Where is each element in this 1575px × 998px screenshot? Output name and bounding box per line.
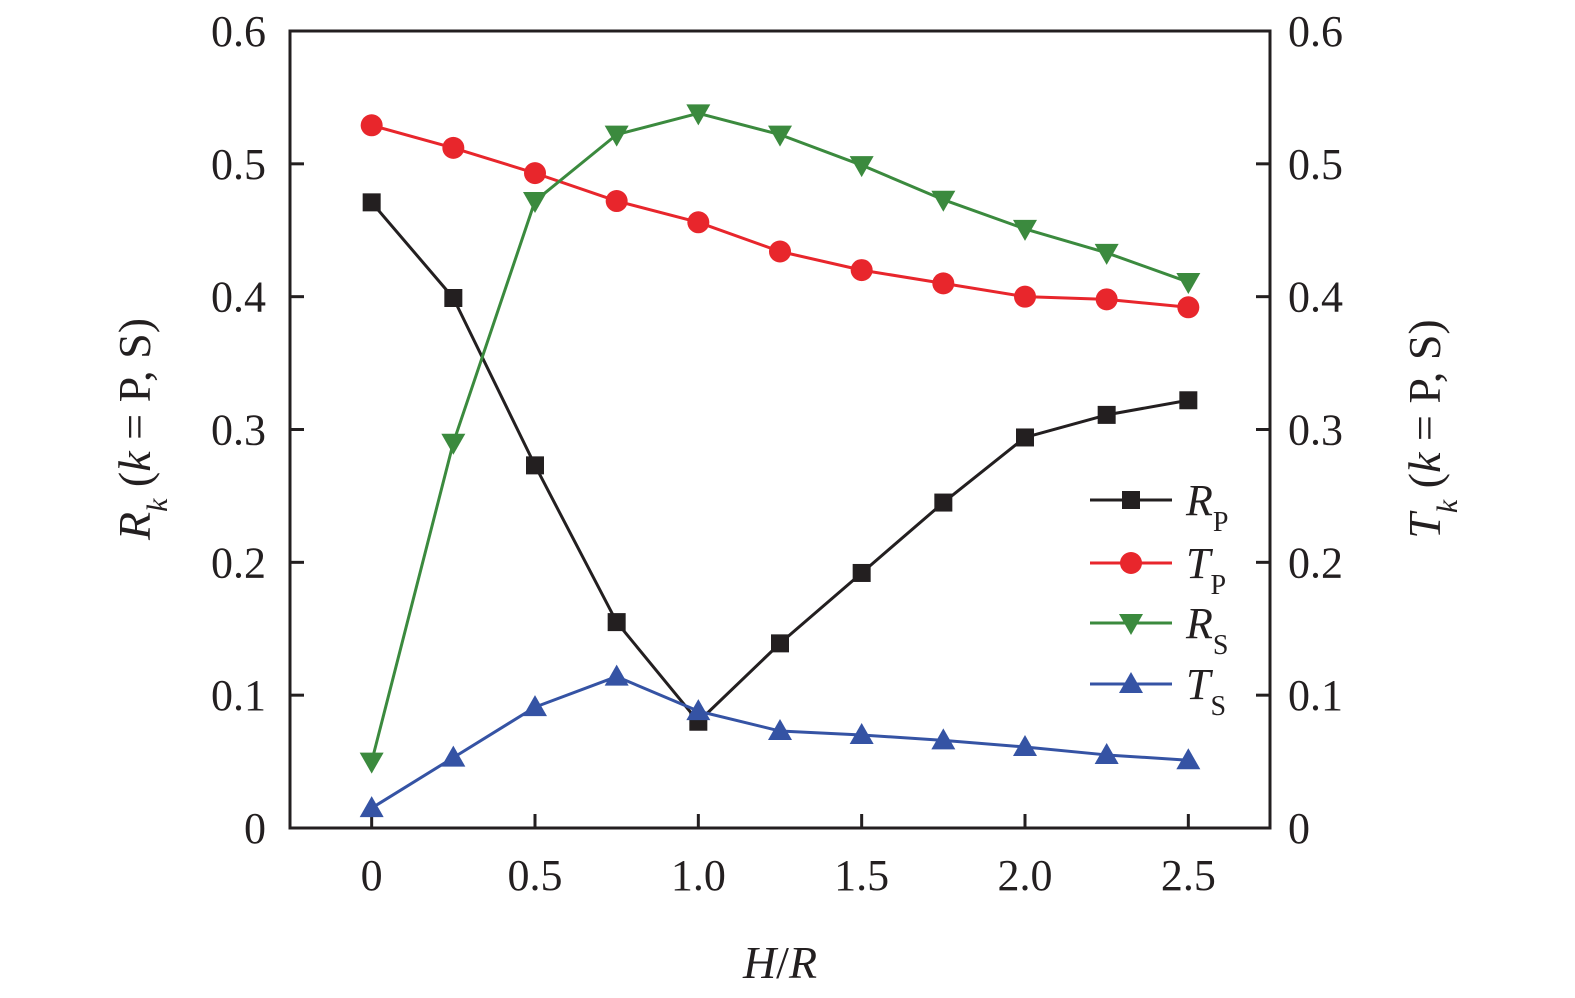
data-point-tp bbox=[442, 136, 465, 159]
y-tick-label: 0.1 bbox=[211, 671, 266, 720]
data-point-tp bbox=[769, 240, 791, 263]
data-point-rs bbox=[849, 156, 874, 178]
series-line-rs bbox=[370, 111, 1189, 762]
data-point-ts bbox=[523, 695, 547, 717]
series bbox=[359, 104, 1201, 818]
legend-marker bbox=[1119, 672, 1143, 693]
series-line-ts bbox=[370, 675, 1189, 810]
data-point-rp bbox=[852, 563, 871, 582]
data-point-ts bbox=[1013, 734, 1037, 756]
y2-tick-label: 0.1 bbox=[1288, 671, 1343, 720]
data-point-tp bbox=[605, 190, 628, 213]
y-tick-label: 0.2 bbox=[211, 538, 266, 587]
data-point-tp bbox=[932, 272, 955, 295]
y2-tick-label: 0.3 bbox=[1288, 406, 1343, 455]
data-point-rs bbox=[441, 433, 466, 455]
x-tick-label: 1.5 bbox=[834, 851, 889, 900]
data-point-rs bbox=[931, 190, 956, 212]
legend-label: RP bbox=[1185, 476, 1228, 538]
data-point-rp bbox=[1097, 405, 1116, 424]
series-rp bbox=[362, 193, 1198, 731]
legend-label: TS bbox=[1186, 660, 1226, 722]
data-point-tp bbox=[687, 211, 710, 234]
y-tick-label: 0.4 bbox=[211, 273, 266, 322]
data-point-rs bbox=[1013, 219, 1037, 241]
data-point-rs bbox=[768, 125, 792, 147]
series-rs bbox=[359, 104, 1201, 774]
x-tick-label: 2.0 bbox=[998, 851, 1053, 900]
series-tp bbox=[360, 114, 1200, 319]
y2-tick-label: 0 bbox=[1288, 804, 1310, 853]
y-tick-label: 0.3 bbox=[211, 406, 266, 455]
legend-marker bbox=[1120, 552, 1142, 574]
x-tick-label: 0 bbox=[361, 851, 383, 900]
legend-label: TP bbox=[1186, 539, 1226, 601]
y-tick-label: 0.6 bbox=[211, 7, 266, 56]
data-point-tp bbox=[1014, 285, 1036, 308]
y2-tick-label: 0.5 bbox=[1288, 140, 1343, 189]
data-point-rp bbox=[607, 613, 626, 632]
y2-tick-label: 0.6 bbox=[1288, 7, 1343, 56]
legend-item-rp: RP bbox=[1090, 476, 1228, 538]
legend-item-tp: TP bbox=[1090, 539, 1226, 601]
data-point-ts bbox=[1094, 742, 1119, 764]
legend-item-ts: TS bbox=[1090, 660, 1226, 722]
data-point-rs bbox=[359, 752, 384, 774]
data-point-rp bbox=[1016, 428, 1034, 447]
data-point-ts bbox=[604, 664, 629, 686]
data-point-tp bbox=[1095, 288, 1118, 311]
data-point-tp bbox=[850, 259, 873, 282]
data-point-rs bbox=[523, 192, 547, 214]
y2-axis-title: Tk (k = P, S) bbox=[1399, 319, 1464, 539]
data-point-rp bbox=[934, 493, 953, 512]
data-point-rp bbox=[771, 634, 789, 653]
data-point-tp bbox=[524, 162, 546, 185]
data-point-rs bbox=[1094, 243, 1119, 265]
y-tick-label: 0 bbox=[244, 804, 266, 853]
data-point-rp bbox=[1179, 391, 1198, 410]
legend-label: RS bbox=[1185, 599, 1228, 661]
legend-marker bbox=[1119, 614, 1143, 635]
data-point-ts bbox=[441, 745, 466, 767]
y2-tick-label: 0.4 bbox=[1288, 273, 1343, 322]
data-point-rs bbox=[686, 104, 711, 126]
x-tick-label: 2.5 bbox=[1161, 851, 1216, 900]
x-tick-label: 0.5 bbox=[508, 851, 563, 900]
data-point-ts bbox=[849, 723, 874, 745]
series-line-tp bbox=[371, 123, 1189, 309]
data-point-rp bbox=[444, 288, 463, 307]
y-axis-title: Rk (k = P, S) bbox=[109, 318, 174, 541]
data-point-ts bbox=[686, 699, 711, 721]
data-point-ts bbox=[1176, 748, 1201, 770]
legend-marker bbox=[1122, 491, 1140, 509]
data-point-ts bbox=[768, 719, 792, 741]
legend-item-rs: RS bbox=[1090, 599, 1228, 661]
data-point-ts bbox=[931, 728, 956, 750]
y2-tick-label: 0.2 bbox=[1288, 538, 1343, 587]
series-ts bbox=[359, 664, 1201, 818]
x-axis-title: H/R bbox=[742, 937, 817, 988]
y-tick-label: 0.5 bbox=[211, 140, 266, 189]
x-tick-label: 1.0 bbox=[671, 851, 726, 900]
data-point-rs bbox=[604, 125, 629, 147]
data-point-rp bbox=[362, 193, 381, 212]
data-point-rs bbox=[1176, 273, 1201, 295]
data-point-ts bbox=[359, 796, 384, 818]
data-point-tp bbox=[1177, 296, 1200, 319]
data-point-rp bbox=[526, 456, 544, 475]
plot-frame bbox=[288, 29, 1272, 830]
data-point-tp bbox=[360, 114, 383, 137]
